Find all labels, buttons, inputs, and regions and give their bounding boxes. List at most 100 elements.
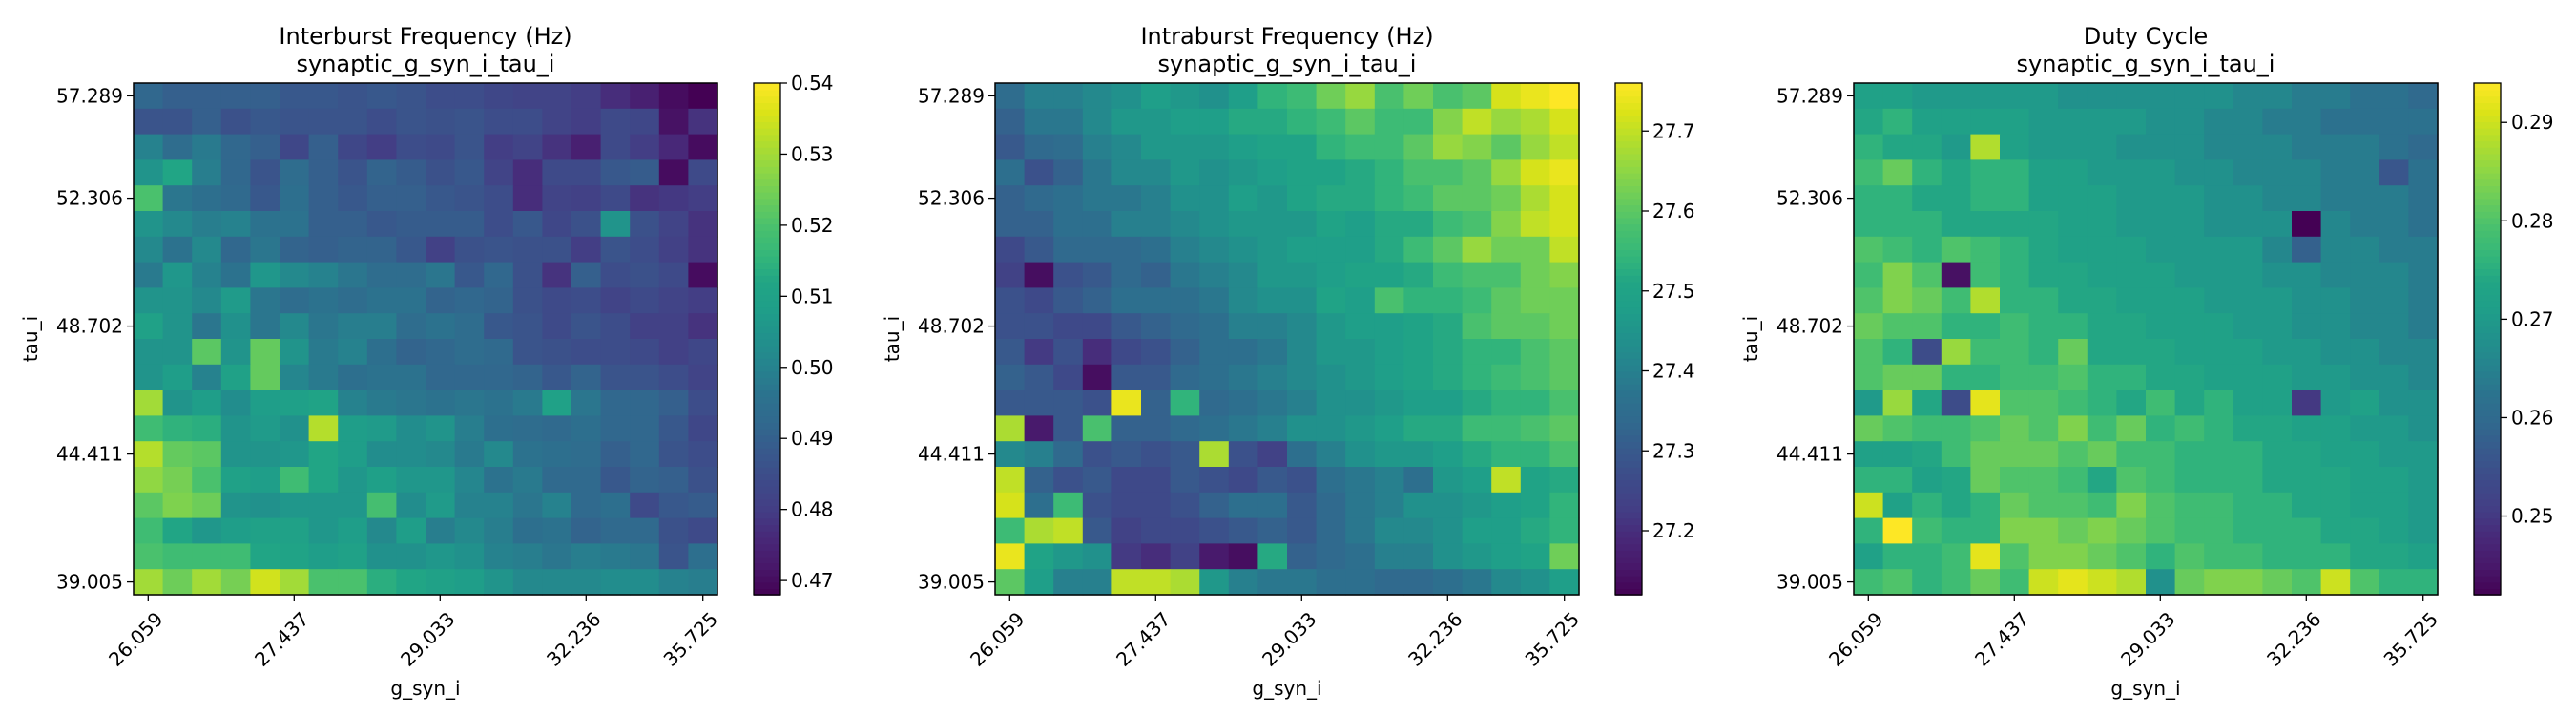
colorbar-segment [2474, 127, 2501, 136]
heatmap-cell [571, 159, 602, 186]
heatmap-cell [2204, 313, 2234, 340]
heatmap-cell [338, 262, 368, 288]
heatmap-cell [2408, 415, 2439, 442]
heatmap-cell [1228, 313, 1258, 340]
heatmap-cell [1941, 159, 1971, 186]
heatmap-cell [366, 492, 397, 519]
x-axis-label: g_syn_i [390, 677, 460, 700]
heatmap-cell [484, 415, 514, 442]
heatmap-cell [2262, 339, 2293, 366]
colorbar-segment [1615, 492, 1642, 500]
heatmap-cell [2087, 492, 2117, 519]
heatmap-cell [162, 415, 193, 442]
heatmap-cell [1141, 467, 1172, 494]
heatmap-cell [2408, 262, 2439, 288]
heatmap-cell [1141, 108, 1172, 136]
colorbar-segment [754, 543, 780, 551]
heatmap-cell [366, 543, 397, 570]
chart-subtitle: synaptic_g_syn_i_tau_i [1158, 51, 1417, 77]
heatmap-cell [426, 364, 456, 391]
heatmap-cell [2116, 159, 2147, 186]
heatmap-cell [484, 262, 514, 288]
heatmap-cell [2320, 467, 2351, 494]
heatmap-cell [1024, 543, 1054, 570]
colorbar-segment [1615, 434, 1642, 442]
heatmap-cell [1082, 415, 1112, 442]
heatmap-cell [1462, 211, 1492, 238]
heatmap-cell [2028, 492, 2059, 519]
heatmap-cell [542, 364, 572, 391]
heatmap-cell [542, 467, 572, 494]
heatmap-cell [1111, 134, 1142, 160]
colorbar-segment [1615, 83, 1642, 91]
heatmap-cell [1111, 569, 1142, 596]
heatmap-cell [1403, 569, 1434, 596]
heatmap-cell [1912, 517, 1942, 544]
heatmap-cell [1316, 134, 1346, 160]
heatmap-cell [2028, 517, 2059, 544]
heatmap-cell [542, 83, 572, 110]
heatmap-cell [1170, 108, 1200, 136]
heatmap-cell [220, 467, 251, 494]
heatmap-cell [308, 185, 339, 212]
heatmap-cell [1053, 83, 1084, 110]
heatmap-cell [2292, 390, 2322, 416]
heatmap-cell [2320, 441, 2351, 468]
heatmap-cell [134, 211, 164, 238]
heatmap-cell [338, 390, 368, 416]
colorbar-segment [1615, 287, 1642, 295]
heatmap-cell [1170, 569, 1200, 596]
heatmap-cell [2058, 108, 2088, 136]
heatmap-cell [454, 492, 485, 519]
heatmap-cell [1520, 313, 1550, 340]
heatmap-cell [995, 236, 1026, 263]
heatmap-cell [658, 236, 689, 263]
heatmap-cell [630, 159, 660, 186]
heatmap-cell [1403, 185, 1434, 212]
heatmap-cell [1433, 390, 1464, 416]
colorbar-segment [2474, 134, 2501, 142]
heatmap-cell [1882, 313, 1913, 340]
heatmap-cell [1912, 313, 1942, 340]
heatmap-cell [484, 159, 514, 186]
heatmap-cell [250, 492, 280, 519]
colorbar-segment [754, 537, 780, 545]
heatmap-cell [542, 108, 572, 136]
heatmap-cell [1111, 467, 1142, 494]
heatmap-cell [1257, 492, 1288, 519]
heatmap-cell [1374, 492, 1404, 519]
heatmap-cell [220, 159, 251, 186]
heatmap-cell [366, 364, 397, 391]
heatmap-cell [2028, 415, 2059, 442]
heatmap-panel-1: Interburst Frequency (Hz)synaptic_g_syn_… [19, 23, 834, 700]
heatmap-cell [512, 185, 543, 212]
y-tick-label: 44.411 [918, 443, 985, 466]
heatmap-cell [1287, 492, 1318, 519]
heatmap-cell [2174, 339, 2205, 366]
colorbar-segment [2474, 319, 2501, 327]
heatmap-cell [454, 415, 485, 442]
colorbar-tick-label: 0.27 [2511, 307, 2554, 330]
heatmap-cell [396, 441, 426, 468]
heatmap-cell [1199, 313, 1230, 340]
heatmap-cell [2204, 441, 2234, 468]
heatmap-cell [2028, 83, 2059, 110]
heatmap-cell [338, 543, 368, 570]
heatmap-cell [2320, 313, 2351, 340]
heatmap-cell [1374, 467, 1404, 494]
heatmap-cell [2379, 313, 2409, 340]
colorbar-segment [754, 102, 780, 110]
heatmap-cell [1287, 287, 1318, 314]
heatmap-cell [1345, 134, 1376, 160]
colorbar-tick-label: 0.25 [2511, 505, 2554, 528]
colorbar-segment [754, 358, 780, 366]
heatmap-cell [1882, 390, 1913, 416]
heatmap-cell [1520, 236, 1550, 263]
heatmap-cell [2058, 236, 2088, 263]
heatmap-cell [1228, 517, 1258, 544]
x-tick-label: 32.236 [542, 607, 605, 670]
colorbar-segment [2474, 492, 2501, 500]
colorbar-segment [2474, 326, 2501, 334]
heatmap-cell [1491, 313, 1522, 340]
